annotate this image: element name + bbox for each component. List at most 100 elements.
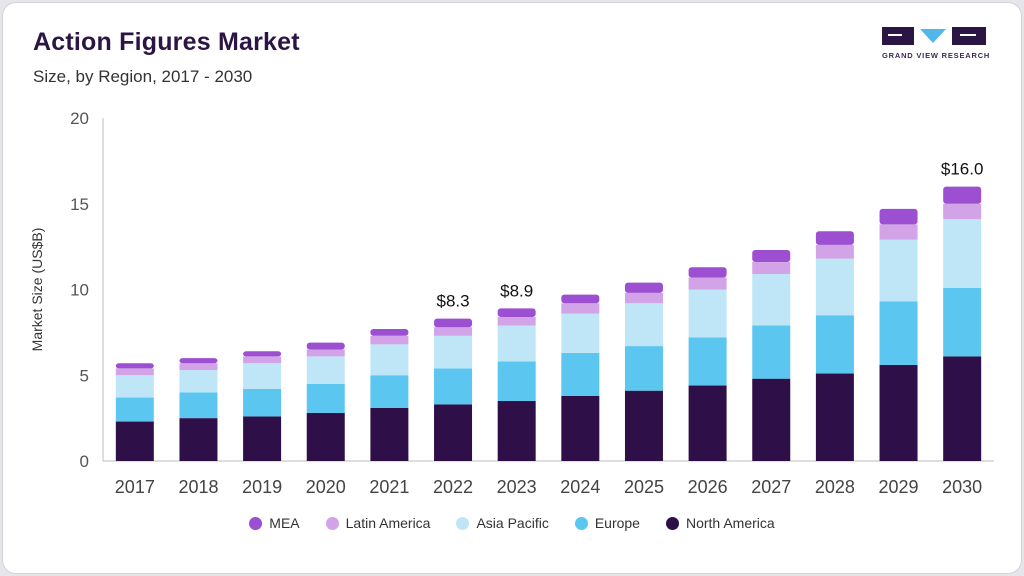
bar-segment-north-america (624, 390, 663, 461)
bar-segment-europe (943, 287, 982, 357)
legend-label: MEA (269, 515, 300, 531)
bar-segment-latin-america (434, 327, 473, 336)
logo-chevron (920, 29, 946, 43)
data-label: $8.3 (436, 292, 469, 311)
x-tick-label: 2027 (751, 477, 791, 497)
bar-segment-asia-pacific (879, 239, 918, 302)
x-tick-label: 2017 (115, 477, 155, 497)
bar-segment-latin-america (561, 303, 600, 314)
bar-segment-mea (688, 267, 727, 278)
x-tick-label: 2026 (688, 477, 728, 497)
bar-segment-asia-pacific (561, 313, 600, 353)
bar-segment-latin-america (370, 335, 409, 345)
legend-swatch (574, 516, 588, 530)
bar-segment-europe (624, 346, 663, 391)
bar-segment-europe (434, 368, 473, 405)
bar-segment-mea (943, 186, 982, 204)
bar-segment-mea (815, 231, 854, 245)
x-tick-label: 2019 (242, 477, 282, 497)
legend-label: Europe (594, 515, 640, 531)
bar-segment-latin-america (624, 292, 663, 304)
y-tick-label: 0 (80, 452, 89, 471)
bar-segment-asia-pacific (815, 258, 854, 316)
logo-text: GRAND VIEW RESEARCH (882, 51, 991, 60)
bar-segment-asia-pacific (115, 375, 154, 398)
bar-segment-asia-pacific (243, 363, 282, 389)
bar-segment-mea (179, 358, 218, 364)
legend-swatch (665, 516, 679, 530)
legend-swatch (249, 516, 263, 530)
bar-segment-north-america (815, 373, 854, 461)
y-tick-label: 15 (70, 195, 89, 214)
grand-view-research-logo (882, 27, 986, 45)
bar-segment-mea (561, 294, 600, 304)
bar-segment-europe (815, 315, 854, 374)
legend-swatch (325, 516, 339, 530)
x-tick-label: 2029 (879, 477, 919, 497)
legend-item: Asia Pacific (456, 515, 549, 531)
bar-segment-north-america (115, 421, 154, 461)
chart-subtitle: Size, by Region, 2017 - 2030 (33, 67, 253, 86)
bar-segment-asia-pacific (434, 335, 473, 369)
bar-segment-mea (306, 342, 345, 350)
bar-segment-europe (688, 337, 727, 386)
bar-segment-mea (370, 328, 409, 336)
bar-segment-europe (306, 383, 345, 413)
bar-segment-north-america (370, 407, 409, 461)
x-tick-label: 2021 (369, 477, 409, 497)
bar-segment-latin-america (179, 363, 218, 371)
bar-segment-europe (497, 361, 536, 401)
bar-segment-latin-america (306, 349, 345, 357)
bar-segment-north-america (179, 418, 218, 461)
bar-segment-asia-pacific (179, 370, 218, 393)
x-tick-label: 2018 (178, 477, 218, 497)
data-label: $8.9 (500, 281, 533, 300)
x-tick-label: 2024 (560, 477, 600, 497)
bar-segment-mea (497, 308, 536, 317)
bar-segment-north-america (688, 385, 727, 461)
y-axis-label: Market Size (US$B) (29, 228, 45, 352)
bar-segment-latin-america (688, 277, 727, 290)
legend-item: MEA (249, 515, 300, 531)
bar-segment-north-america (879, 364, 918, 461)
x-tick-label: 2020 (306, 477, 346, 497)
bar-segment-north-america (243, 416, 282, 461)
bar-segment-asia-pacific (688, 289, 727, 338)
bar-segment-europe (243, 388, 282, 417)
bar-segment-mea (434, 318, 473, 328)
x-tick-label: 2022 (433, 477, 473, 497)
bar-segment-mea (752, 250, 791, 263)
x-tick-label: 2028 (815, 477, 855, 497)
chart-legend: MEA Latin America Asia Pacific Europe North … (0, 515, 1024, 531)
bar-segment-asia-pacific (497, 325, 536, 362)
legend-label: Asia Pacific (476, 515, 549, 531)
legend-label: Latin America (345, 515, 431, 531)
bar-segment-mea (879, 208, 918, 225)
bar-segment-europe (179, 392, 218, 419)
bar-segment-europe (879, 301, 918, 365)
legend-swatch (456, 516, 470, 530)
bar-segment-mea (243, 351, 282, 357)
bar-segment-north-america (943, 356, 982, 461)
legend-label: North America (685, 515, 775, 531)
bar-segment-mea (624, 282, 663, 293)
bar-segment-latin-america (943, 203, 982, 220)
x-tick-label: 2023 (497, 477, 537, 497)
bar-segment-latin-america (115, 368, 154, 376)
bar-segment-asia-pacific (306, 356, 345, 384)
legend-item: Europe (574, 515, 640, 531)
bar-segment-europe (115, 397, 154, 422)
bar-segment-asia-pacific (624, 303, 663, 347)
legend-item: Latin America (325, 515, 431, 531)
y-tick-label: 10 (70, 281, 89, 300)
bar-segment-europe (561, 352, 600, 396)
y-tick-label: 5 (80, 366, 89, 385)
x-tick-label: 2030 (942, 477, 982, 497)
data-label: $16.0 (941, 160, 984, 179)
bar-segment-latin-america (497, 316, 536, 326)
bar-segment-latin-america (752, 262, 791, 275)
bar-segment-mea (115, 363, 154, 369)
bar-segment-europe (752, 325, 791, 379)
bar-segment-asia-pacific (943, 219, 982, 288)
